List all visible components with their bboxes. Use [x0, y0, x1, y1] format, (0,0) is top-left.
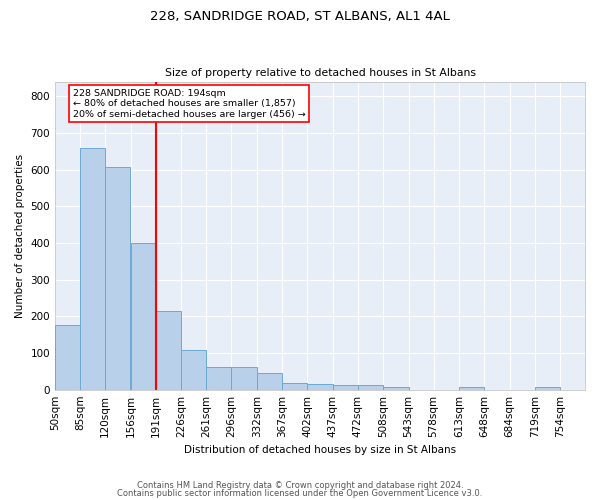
Bar: [307, 384, 332, 390]
Bar: [459, 386, 484, 390]
Text: 228, SANDRIDGE ROAD, ST ALBANS, AL1 4AL: 228, SANDRIDGE ROAD, ST ALBANS, AL1 4AL: [150, 10, 450, 23]
Bar: [332, 384, 358, 390]
X-axis label: Distribution of detached houses by size in St Albans: Distribution of detached houses by size …: [184, 445, 456, 455]
Bar: [383, 387, 409, 390]
Bar: [55, 326, 80, 390]
Bar: [181, 350, 206, 390]
Bar: [535, 387, 560, 390]
Bar: [156, 311, 181, 390]
Text: Contains public sector information licensed under the Open Government Licence v3: Contains public sector information licen…: [118, 488, 482, 498]
Bar: [105, 167, 130, 390]
Y-axis label: Number of detached properties: Number of detached properties: [15, 154, 25, 318]
Title: Size of property relative to detached houses in St Albans: Size of property relative to detached ho…: [164, 68, 476, 78]
Bar: [283, 384, 307, 390]
Bar: [257, 373, 283, 390]
Bar: [131, 242, 156, 390]
Bar: [206, 366, 232, 390]
Bar: [80, 148, 105, 390]
Bar: [232, 366, 257, 390]
Text: Contains HM Land Registry data © Crown copyright and database right 2024.: Contains HM Land Registry data © Crown c…: [137, 481, 463, 490]
Text: 228 SANDRIDGE ROAD: 194sqm
← 80% of detached houses are smaller (1,857)
20% of s: 228 SANDRIDGE ROAD: 194sqm ← 80% of deta…: [73, 89, 306, 118]
Bar: [358, 386, 383, 390]
